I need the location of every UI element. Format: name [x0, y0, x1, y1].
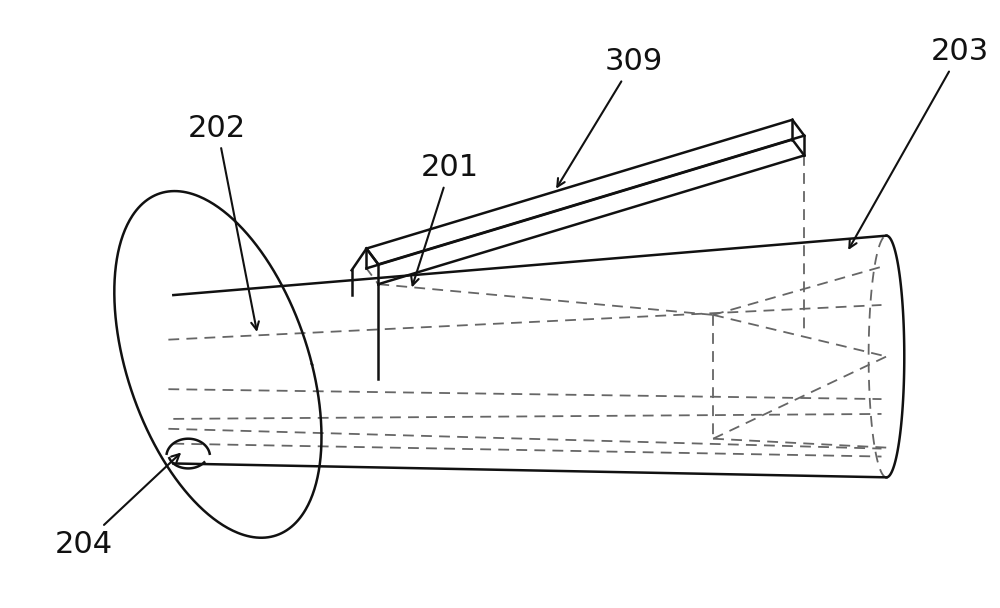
Text: 203: 203 — [849, 37, 989, 248]
Text: 309: 309 — [557, 47, 662, 187]
Text: 204: 204 — [54, 454, 180, 559]
Text: 202: 202 — [188, 114, 259, 330]
Text: 201: 201 — [411, 153, 479, 285]
